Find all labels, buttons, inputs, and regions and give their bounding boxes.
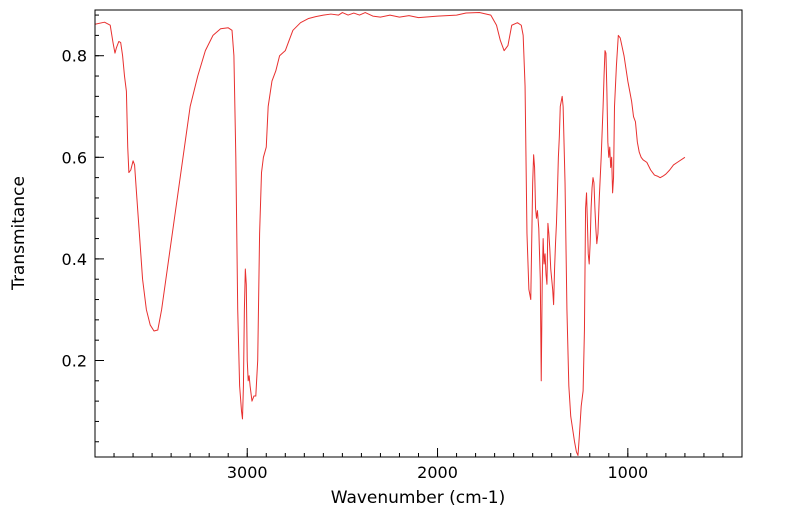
plot-frame [94, 9, 743, 458]
x-tick-label: 1000 [607, 463, 648, 482]
x-axis-title: Wavenumber (cm-1) [331, 488, 506, 508]
y-axis-title: Transmitance [9, 176, 29, 291]
x-tick-label: 3000 [227, 463, 268, 482]
minor-ticks [94, 14, 743, 457]
tick-labels: 3000 2000 1000 0.2 0.4 0.6 0.8 [62, 47, 649, 482]
major-ticks [95, 55, 629, 457]
y-tick-label: 0.4 [62, 250, 87, 269]
x-tick-label: 2000 [417, 463, 458, 482]
y-tick-label: 0.8 [62, 47, 87, 66]
spectrum-line [94, 12, 686, 456]
y-tick-label: 0.6 [62, 148, 87, 167]
y-tick-label: 0.2 [62, 351, 87, 370]
